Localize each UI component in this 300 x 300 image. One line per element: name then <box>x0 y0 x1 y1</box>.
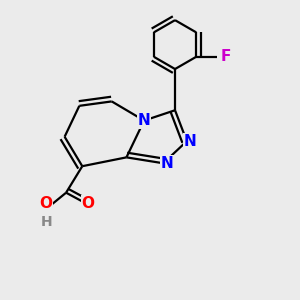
Text: N: N <box>184 134 197 149</box>
Text: N: N <box>160 156 173 171</box>
Text: N: N <box>138 113 151 128</box>
Text: O: O <box>82 196 95 211</box>
Text: H: H <box>41 215 53 229</box>
Text: F: F <box>220 49 231 64</box>
Text: O: O <box>39 196 52 211</box>
